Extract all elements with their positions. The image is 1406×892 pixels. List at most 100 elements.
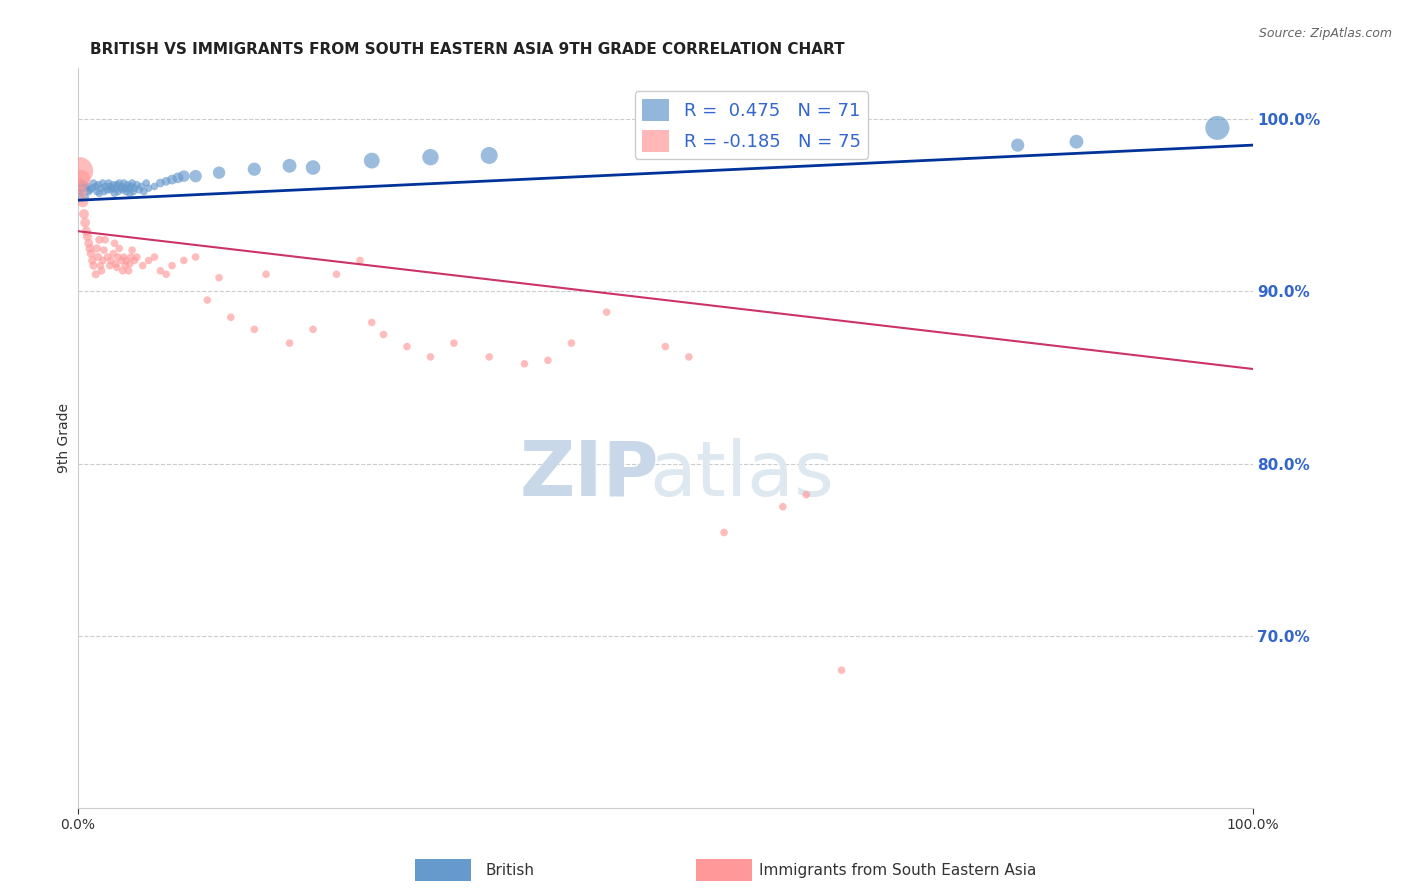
Point (100, 183, 122, 197)
Point (108, 176, 131, 190)
Point (110, 253, 132, 268)
Point (115, 253, 138, 268)
Point (120, 179, 142, 194)
Point (208, 270, 231, 285)
Point (107, 185, 129, 199)
Point (89, 186, 111, 201)
Point (90, 181, 112, 195)
Point (84, 179, 107, 194)
Point (100, 253, 122, 268)
Point (478, 148, 501, 162)
Point (75, 190, 97, 204)
Point (125, 178, 148, 192)
Point (243, 322, 266, 336)
Point (70, 185, 93, 199)
Point (69, 172, 91, 186)
Point (120, 250, 142, 264)
Y-axis label: 9th Grade: 9th Grade (58, 403, 72, 473)
Point (124, 253, 146, 268)
Text: British: British (485, 863, 534, 878)
Point (110, 181, 132, 195)
Point (595, 305, 617, 319)
Point (173, 169, 195, 183)
Point (93, 185, 115, 199)
Point (103, 178, 125, 192)
Point (93, 243, 115, 257)
Point (132, 185, 155, 199)
Point (419, 350, 441, 364)
Point (72, 194, 94, 209)
Point (101, 181, 124, 195)
Point (75, 216, 97, 230)
Point (84, 267, 107, 281)
Point (132, 259, 155, 273)
Text: atlas: atlas (650, 438, 834, 512)
Point (86, 242, 108, 256)
Point (77, 185, 100, 199)
Point (87, 178, 110, 192)
Point (537, 353, 560, 368)
Point (112, 250, 135, 264)
Point (117, 181, 139, 195)
Point (560, 336, 582, 351)
Text: Source: ZipAtlas.com: Source: ZipAtlas.com (1258, 27, 1392, 40)
Point (208, 166, 231, 180)
Point (67, 164, 90, 178)
Point (111, 183, 134, 197)
Point (121, 176, 143, 190)
Point (96, 250, 118, 264)
Point (278, 336, 301, 351)
Point (135, 176, 157, 190)
Point (79, 183, 101, 197)
Point (149, 264, 172, 278)
Point (831, 663, 853, 677)
Point (110, 179, 132, 194)
Point (167, 170, 190, 185)
Point (143, 250, 166, 264)
Point (118, 257, 141, 271)
Point (67, 185, 90, 199)
Point (105, 260, 128, 275)
Point (278, 159, 301, 173)
Point (69, 190, 91, 204)
Point (73, 178, 96, 192)
Point (243, 162, 266, 177)
Point (69, 178, 91, 192)
Point (138, 253, 160, 268)
Point (117, 178, 139, 192)
Point (478, 350, 501, 364)
Point (349, 253, 371, 268)
Point (184, 169, 207, 183)
Point (112, 176, 135, 190)
Point (77, 236, 100, 251)
Point (443, 336, 465, 351)
Point (89, 233, 111, 247)
Point (155, 267, 177, 281)
Point (513, 357, 536, 371)
Point (75, 224, 97, 238)
Legend: R =  0.475   N = 71, R = -0.185   N = 75: R = 0.475 N = 71, R = -0.185 N = 75 (634, 92, 868, 159)
Point (678, 350, 700, 364)
Point (219, 310, 242, 325)
Point (103, 186, 125, 201)
Point (124, 181, 146, 195)
Point (302, 161, 325, 175)
Text: BRITISH VS IMMIGRANTS FROM SOUTH EASTERN ASIA 9TH GRADE CORRELATION CHART: BRITISH VS IMMIGRANTS FROM SOUTH EASTERN… (90, 42, 845, 57)
Point (82, 259, 104, 273)
Point (104, 257, 127, 271)
Point (91, 253, 114, 268)
Point (122, 185, 145, 199)
Point (82, 253, 104, 268)
Point (114, 181, 136, 195)
Point (654, 340, 676, 354)
Text: ZIP: ZIP (519, 438, 659, 512)
Point (111, 264, 134, 278)
Point (195, 293, 218, 307)
Point (1066, 135, 1088, 149)
Point (373, 327, 395, 342)
Point (1206, 120, 1229, 135)
Point (79, 242, 101, 256)
Point (94, 179, 117, 194)
Point (138, 181, 160, 195)
Point (155, 174, 177, 188)
